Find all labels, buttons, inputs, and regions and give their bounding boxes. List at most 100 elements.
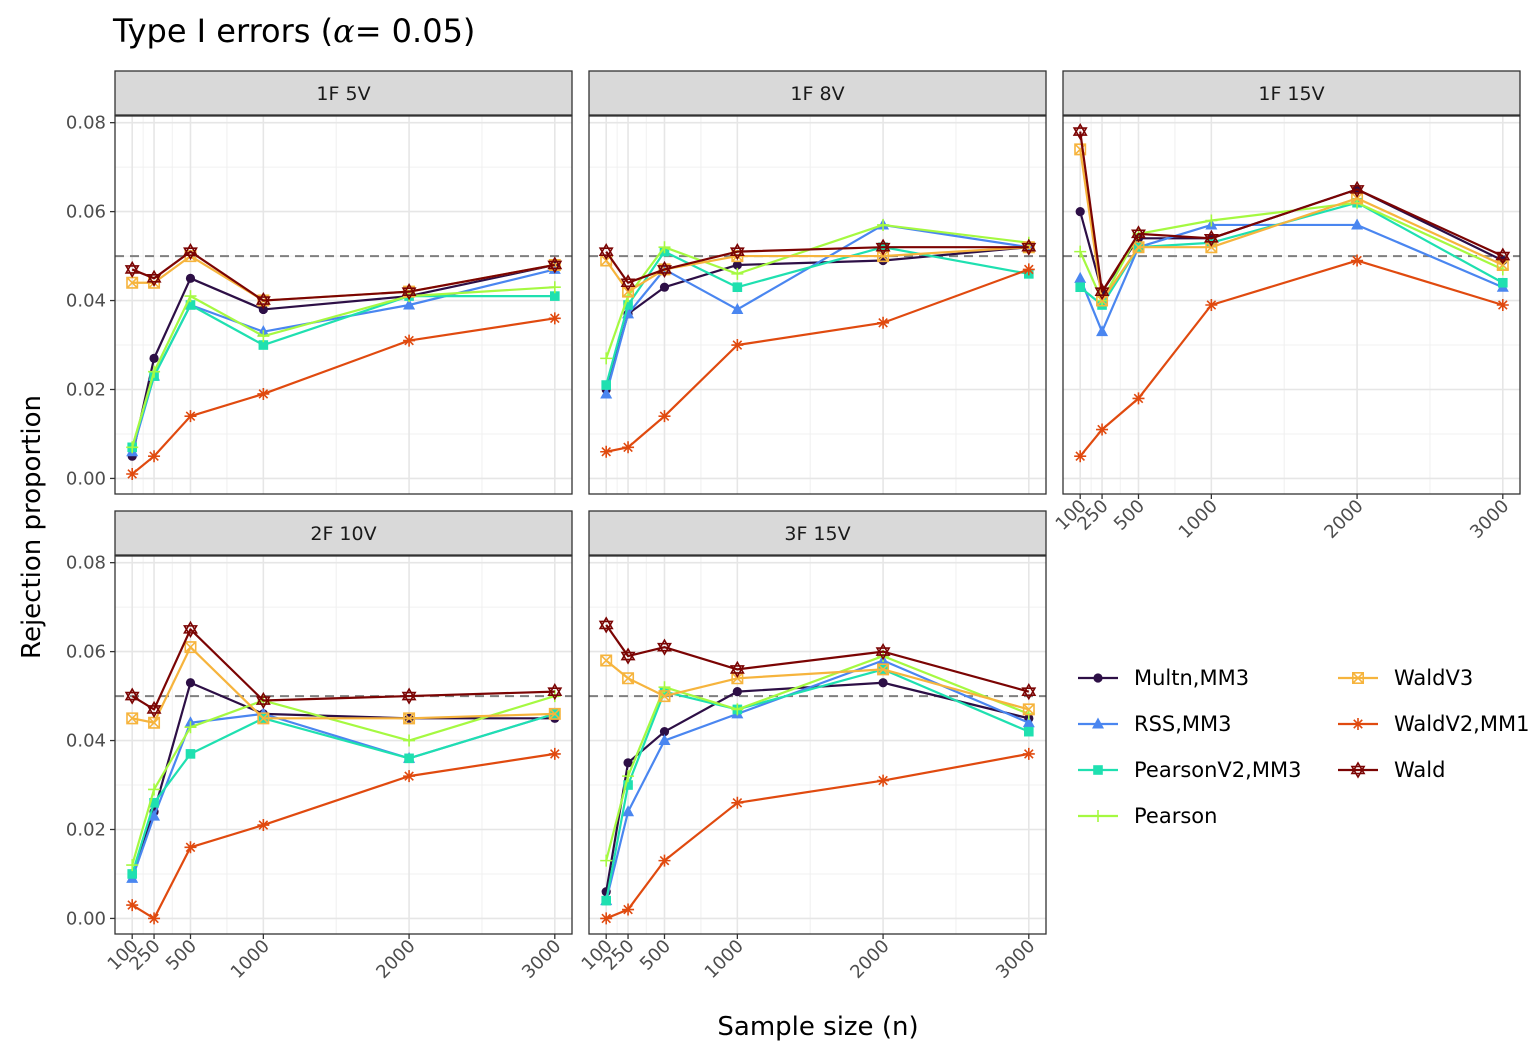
data-point	[547, 256, 563, 274]
plot-area	[589, 116, 1046, 494]
x-tick-label: 3000	[518, 936, 565, 983]
x-tick-label: 500	[636, 936, 675, 975]
x-tick-label: 500	[1110, 496, 1149, 535]
data-point	[877, 218, 890, 231]
series-line	[1079, 149, 1504, 302]
data-point	[1024, 726, 1034, 737]
data-point	[732, 687, 742, 697]
facet-label: 2F 10V	[310, 523, 376, 545]
x-tick-label: 2000	[846, 936, 893, 983]
legend-item: WaldV2,MM1	[1338, 712, 1529, 736]
data-point	[1203, 229, 1219, 247]
data-point	[548, 707, 561, 720]
data-point	[600, 912, 613, 925]
data-point	[257, 819, 270, 832]
data-point	[620, 647, 636, 665]
y-axis-title: Rejection proportion	[17, 395, 47, 659]
legend-item: RSS,MM3	[1078, 712, 1232, 736]
facet-panel: 1F 8V	[588, 70, 1047, 495]
data-point	[403, 298, 416, 310]
data-point	[1096, 423, 1109, 436]
panel-border	[1062, 115, 1521, 495]
data-point	[657, 638, 672, 656]
data-point	[729, 243, 745, 261]
data-point	[877, 774, 890, 787]
y-tick-label: 0.00	[66, 468, 106, 489]
data-point	[255, 691, 271, 710]
data-point	[255, 291, 271, 310]
y-tick-label: 0.04	[66, 291, 106, 312]
data-point	[126, 712, 139, 725]
data-point	[1075, 282, 1085, 293]
data-point	[183, 243, 198, 261]
data-point	[146, 269, 162, 287]
facet-label: 1F 15V	[1258, 83, 1324, 105]
data-point	[257, 330, 270, 343]
series-line	[605, 246, 1029, 386]
data-point	[548, 747, 561, 760]
data-point	[622, 441, 635, 454]
y-tick-label: 0.04	[66, 731, 106, 752]
x-tick-label: 1000	[227, 936, 274, 983]
series-line	[131, 695, 556, 866]
data-point	[732, 260, 742, 270]
data-point	[401, 687, 417, 705]
data-point	[600, 387, 613, 399]
data-point	[148, 809, 161, 821]
facet-label: 1F 5V	[316, 83, 370, 105]
data-point	[146, 700, 162, 719]
data-point	[1496, 299, 1509, 311]
data-point	[1022, 716, 1035, 728]
facet-strip	[588, 510, 1047, 556]
data-point	[1021, 683, 1037, 701]
legend-marker	[1352, 718, 1364, 730]
data-point	[1074, 245, 1087, 258]
data-point	[401, 283, 417, 301]
legend-marker	[1093, 673, 1103, 683]
data-point	[620, 274, 636, 292]
data-point	[598, 243, 614, 261]
data-point	[622, 770, 635, 783]
data-point	[1074, 271, 1087, 283]
series-line	[605, 624, 1030, 693]
data-point	[1205, 214, 1218, 227]
data-point	[257, 387, 270, 400]
data-point	[1022, 747, 1035, 760]
data-point	[1096, 325, 1109, 337]
data-point	[657, 260, 672, 279]
data-point	[622, 672, 635, 685]
plot-area	[115, 116, 572, 494]
data-point	[659, 282, 670, 292]
data-point	[659, 727, 670, 737]
data-point	[875, 238, 891, 256]
data-point	[126, 899, 139, 912]
y-tick-label: 0.08	[66, 113, 106, 134]
legend: Multn,MM3 RSS,MM3 PearsonV2,MM3 Pearson Wald…	[1078, 666, 1529, 828]
series-line	[131, 646, 555, 724]
data-point	[732, 282, 743, 293]
legend-marker	[1350, 761, 1366, 779]
data-point	[184, 641, 197, 654]
facet-strip	[114, 510, 573, 556]
data-point	[1498, 277, 1508, 288]
data-point	[1094, 283, 1110, 301]
data-point	[126, 441, 139, 454]
data-point	[124, 687, 140, 705]
legend-label: Pearson	[1134, 804, 1217, 828]
data-point	[600, 445, 613, 458]
data-point	[148, 912, 161, 925]
data-point	[1021, 238, 1037, 256]
data-point	[622, 903, 635, 916]
data-point	[1131, 225, 1146, 243]
y-tick-label: 0.02	[66, 379, 106, 400]
data-point	[548, 281, 561, 294]
facet-strip	[588, 70, 1047, 116]
legend-label: Multn,MM3	[1134, 666, 1249, 690]
y-tick-label: 0.08	[66, 553, 106, 574]
facet-strip	[114, 70, 573, 116]
x-tick-label: 500	[162, 936, 201, 975]
x-tick-label: 1000	[1175, 496, 1222, 543]
data-point	[875, 643, 891, 661]
